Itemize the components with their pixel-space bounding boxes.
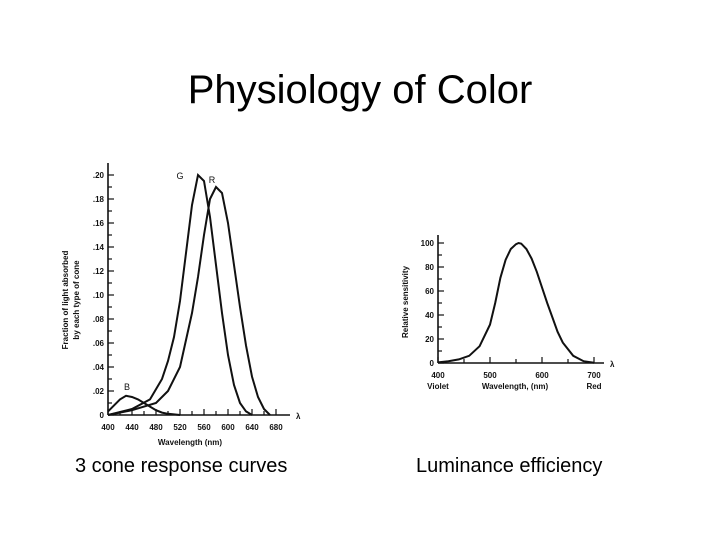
x-axis-lambda: λ bbox=[610, 360, 615, 369]
y-tick-label: .10 bbox=[93, 291, 105, 300]
x-tick-label: 440 bbox=[125, 423, 139, 432]
y-tick-label: 0 bbox=[430, 359, 435, 368]
x-tick-label: 400 bbox=[431, 371, 445, 380]
x-tick-label: 480 bbox=[149, 423, 163, 432]
x-sublabel: Violet bbox=[427, 382, 449, 391]
series-line bbox=[437, 241, 595, 364]
cone-response-chart: λ 0 .02 .04 .06 .08 .10 .12 .14 .16 .18 .20 400 440 48… bbox=[61, 163, 301, 447]
left-caption: 3 cone response curves bbox=[75, 455, 288, 477]
y-tick-label: 20 bbox=[425, 335, 434, 344]
x-tick-label: 500 bbox=[483, 371, 497, 380]
x-tick-label: 600 bbox=[221, 423, 235, 432]
y-axis-label: Relative sensitivity bbox=[401, 265, 410, 338]
y-tick-label: .16 bbox=[93, 219, 105, 228]
luminance-efficiency-chart: λ 0 20 40 60 80 100 400 500 600 700 Violet Red Wavele… bbox=[401, 235, 615, 391]
y-tick-label: 100 bbox=[421, 239, 435, 248]
series-label-G: G bbox=[176, 171, 183, 181]
series-line-G bbox=[107, 172, 253, 416]
y-tick-label: 60 bbox=[425, 287, 434, 296]
y-axis-label-line: by each type of cone bbox=[72, 260, 81, 340]
x-sublabel: Red bbox=[586, 382, 601, 391]
y-axis-label: Fraction of light absorbed by each type o… bbox=[61, 251, 81, 350]
right-caption: Luminance efficiency bbox=[416, 455, 603, 477]
y-tick-label: .04 bbox=[93, 363, 105, 372]
x-tick-label: 680 bbox=[269, 423, 283, 432]
y-tick-label: .02 bbox=[93, 387, 105, 396]
series-line-R bbox=[107, 185, 271, 416]
x-tick-label: 600 bbox=[535, 371, 549, 380]
series-label-B: B bbox=[124, 382, 130, 392]
x-tick-label: 520 bbox=[173, 423, 187, 432]
y-tick-label: 40 bbox=[425, 311, 434, 320]
x-axis-lambda: λ bbox=[296, 412, 301, 421]
y-tick-label: 0 bbox=[100, 411, 105, 420]
x-axis-label: Wavelength (nm) bbox=[158, 438, 222, 447]
x-tick-label: 400 bbox=[101, 423, 115, 432]
y-tick-label: .08 bbox=[93, 315, 105, 324]
x-tick-label: 640 bbox=[245, 423, 259, 432]
y-tick-label: .12 bbox=[93, 267, 105, 276]
y-tick-label: .14 bbox=[93, 243, 105, 252]
series-label-R: R bbox=[209, 175, 216, 185]
slide-title: Physiology of Color bbox=[187, 68, 533, 112]
y-tick-label: 80 bbox=[425, 263, 434, 272]
y-axis-label-line: Fraction of light absorbed bbox=[61, 251, 70, 350]
x-tick-label: 560 bbox=[197, 423, 211, 432]
y-tick-label: .06 bbox=[93, 339, 105, 348]
y-tick-label: .20 bbox=[93, 171, 105, 180]
y-tick-label: .18 bbox=[93, 195, 105, 204]
x-axis-label: Wavelength, (nm) bbox=[482, 382, 549, 391]
x-tick-label: 700 bbox=[587, 371, 601, 380]
